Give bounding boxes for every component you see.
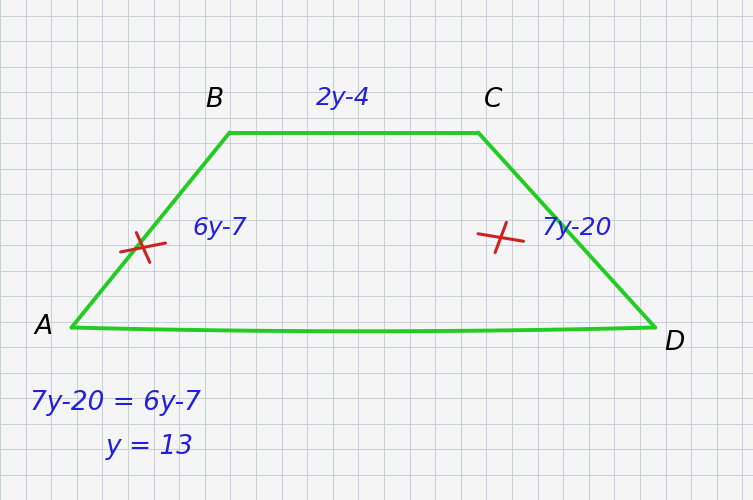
Text: 2y-4: 2y-4: [316, 86, 371, 110]
Text: 6y-7: 6y-7: [192, 216, 247, 240]
Text: 7y-20 = 6y-7: 7y-20 = 6y-7: [30, 390, 201, 415]
Text: y = 13: y = 13: [105, 434, 194, 460]
Text: C: C: [484, 87, 502, 113]
Text: A: A: [35, 314, 53, 340]
Text: D: D: [664, 330, 684, 355]
Text: B: B: [206, 87, 224, 113]
Text: 7y-20: 7y-20: [542, 216, 613, 240]
